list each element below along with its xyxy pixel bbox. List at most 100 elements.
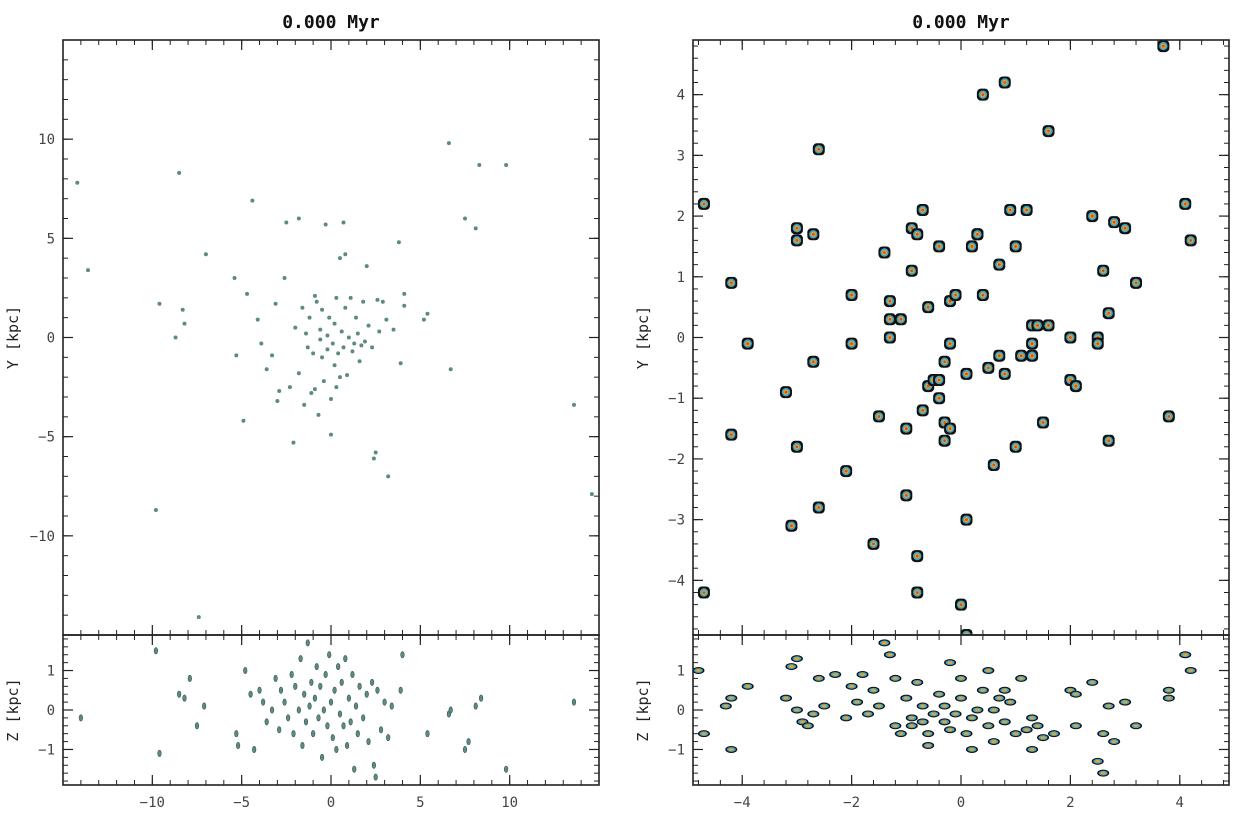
particle-point: [180, 307, 185, 312]
particle-point: [1162, 694, 1175, 702]
particle-point: [466, 738, 471, 746]
particle-point: [955, 694, 967, 702]
particle-point: [840, 714, 853, 722]
point-center: [1183, 202, 1187, 206]
point-core: [1029, 716, 1035, 720]
particle-point: [343, 655, 348, 663]
point-core: [958, 696, 964, 700]
particle-point: [305, 639, 310, 647]
particle-point: [318, 327, 323, 332]
particle-point: [157, 301, 162, 306]
point-center: [1101, 269, 1105, 273]
point-center: [888, 336, 892, 339]
y-tick-label: 5: [47, 231, 55, 247]
particle-point: [332, 321, 337, 326]
particle-point: [916, 204, 929, 216]
particle-point: [341, 220, 346, 225]
particle-point: [938, 718, 951, 726]
particle-point: [232, 276, 237, 280]
point-core: [920, 704, 926, 708]
particle-point: [264, 718, 269, 726]
particle-point: [296, 706, 301, 714]
particle-point: [916, 702, 929, 710]
particle-point: [867, 686, 880, 694]
particle-point: [697, 197, 710, 210]
particle-point: [375, 297, 380, 302]
particle-point: [309, 391, 314, 396]
point-core: [969, 716, 975, 720]
particle-point: [1091, 757, 1104, 765]
point-core: [1100, 732, 1106, 736]
particle-point: [398, 686, 403, 694]
point-center: [1074, 384, 1078, 388]
particle-point: [355, 730, 360, 738]
particle-point: [325, 333, 330, 338]
particle-point: [270, 353, 275, 358]
point-center: [954, 293, 957, 297]
particle-point: [339, 329, 344, 334]
particle-point: [375, 686, 380, 694]
y-tick-label: 0: [47, 703, 55, 719]
points-layer: [693, 639, 1197, 777]
point-core: [892, 677, 898, 680]
particle-point: [327, 651, 332, 659]
x-tick-label: 4: [1176, 795, 1184, 811]
particle-point: [922, 301, 935, 314]
point-core: [799, 720, 805, 724]
x-tick-label: 10: [501, 795, 518, 811]
point-center: [926, 305, 930, 309]
particle-point: [303, 718, 309, 726]
particle-point: [955, 598, 967, 611]
particle-point: [345, 373, 350, 378]
particle-point: [741, 682, 754, 690]
point-center: [850, 342, 853, 345]
point-core: [865, 712, 871, 716]
particle-point: [302, 690, 307, 698]
particle-point: [785, 663, 798, 671]
particle-point: [960, 730, 973, 738]
y-tick-label: −1: [668, 742, 685, 758]
particle-point: [177, 690, 182, 698]
point-center: [997, 354, 1001, 358]
point-core: [816, 677, 822, 680]
point-core: [745, 684, 751, 688]
particle-point: [400, 651, 405, 659]
particle-point: [234, 353, 239, 358]
particle-point: [318, 682, 323, 690]
particle-point: [343, 305, 348, 310]
point-center: [888, 299, 892, 303]
particle-point: [801, 722, 814, 730]
point-core: [849, 684, 855, 688]
point-center: [965, 518, 968, 521]
point-center: [915, 591, 919, 594]
point-center: [795, 445, 799, 449]
point-center: [921, 409, 925, 412]
particle-point: [725, 745, 738, 753]
point-center: [1036, 324, 1039, 327]
point-core: [969, 748, 975, 751]
particle-point: [350, 349, 355, 354]
particle-point: [982, 361, 995, 374]
particle-point: [361, 299, 366, 304]
x-tick-label: 0: [327, 795, 335, 811]
point-center: [1003, 372, 1007, 376]
point-core: [832, 673, 838, 676]
particle-point: [371, 456, 376, 461]
particle-point: [75, 180, 80, 185]
particle-point: [425, 311, 430, 316]
point-core: [876, 704, 882, 708]
point-core: [783, 696, 789, 700]
particle-point: [255, 317, 260, 322]
particle-point: [900, 489, 913, 502]
particle-point: [402, 291, 407, 296]
particle-point: [1102, 434, 1115, 447]
particle-point: [812, 501, 825, 514]
particle-point: [812, 674, 825, 682]
particle-point: [337, 256, 342, 261]
particle-point: [332, 686, 337, 694]
particle-point: [1162, 410, 1175, 423]
point-core: [870, 688, 876, 692]
point-center: [812, 360, 815, 364]
point-core: [1089, 680, 1095, 684]
particle-point: [1069, 690, 1082, 698]
